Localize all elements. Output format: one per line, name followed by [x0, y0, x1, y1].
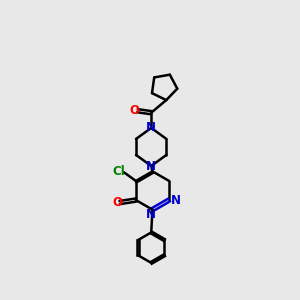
Text: Cl: Cl: [113, 165, 125, 178]
Text: O: O: [112, 196, 122, 209]
Text: N: N: [146, 121, 156, 134]
Text: N: N: [146, 208, 156, 220]
Text: O: O: [129, 104, 139, 117]
Text: N: N: [146, 160, 156, 173]
Text: N: N: [171, 194, 181, 207]
